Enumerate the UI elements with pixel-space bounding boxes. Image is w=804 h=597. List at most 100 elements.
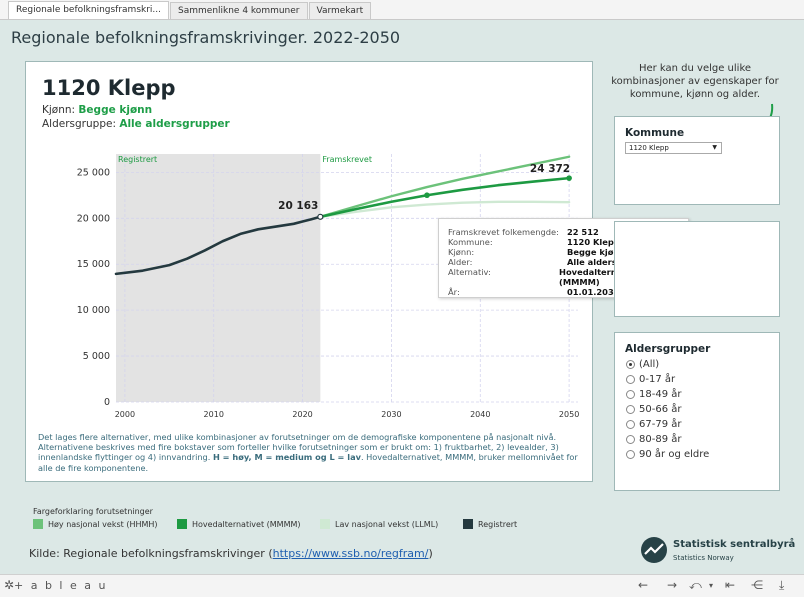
radio-icon (626, 390, 635, 399)
tab-regionale[interactable]: Regionale befolkningsframskri... (8, 1, 170, 19)
x-tick-label: 2000 (115, 410, 135, 419)
gender-value: Begge kjønn (78, 104, 153, 116)
tooltip-row: Framskrevet folkemengde: 22 512 (448, 227, 679, 237)
legend-title: Fargeforklaring forutsetninger (33, 507, 153, 516)
legend-item-registered: Registrert (463, 519, 517, 529)
pause-icon[interactable]: ⇤ (725, 578, 736, 592)
y-tick-label: 10 000 (77, 305, 110, 316)
age-option[interactable]: 50-66 år (626, 404, 681, 415)
redo-icon[interactable]: → (667, 578, 678, 592)
age-option-label: 18-49 år (639, 389, 682, 400)
alternatives-note: Det lages flere alternativer, med ulike … (38, 432, 583, 473)
gender-filter[interactable] (614, 221, 780, 317)
undo-icon[interactable]: ← (638, 578, 649, 592)
x-tick-label: 2020 (292, 410, 312, 419)
source-line: Kilde: Regionale befolkningsframskriving… (29, 547, 433, 560)
age-option[interactable]: 18-49 år (626, 389, 681, 400)
point-2022 (317, 213, 324, 220)
legend-swatch (463, 519, 473, 529)
age-option[interactable]: 80-89 år (626, 434, 681, 445)
legend-swatch (320, 519, 330, 529)
radio-icon (626, 375, 635, 384)
revert-icon[interactable]: ⤺ (689, 578, 702, 592)
tab-sammenlikne[interactable]: Sammenlikne 4 kommuner (170, 2, 308, 19)
series-low (319, 200, 571, 218)
ssb-logo[interactable]: Statistisk sentralbyrå Statistics Norway (641, 537, 795, 567)
tooltip-value: 1120 Klepp (567, 237, 620, 247)
y-tick-label: 25 000 (77, 167, 110, 178)
legend-label: Lav nasjonal vekst (LLML) (335, 519, 439, 529)
age-option-label: 67-79 år (639, 419, 682, 430)
x-tick-label: 2040 (470, 410, 490, 419)
age-option[interactable]: 90 år og eldre (626, 449, 709, 460)
registered-label: Registrert (118, 155, 157, 164)
legend-item-high: Høy nasjonal vekst (HHMH) (33, 519, 158, 529)
tableau-toolbar: ✲ + a b l e a u ← → ⤺ ▾ ⇤ ⋲ ⤓ (0, 574, 804, 597)
ssb-logo-icon (641, 537, 667, 563)
municipality-title: 1120 Klepp (42, 76, 176, 100)
age-option-label: 0-17 år (639, 374, 676, 385)
legend-label: Høy nasjonal vekst (HHMH) (48, 519, 158, 529)
age-value: Alle aldersgrupper (119, 118, 230, 130)
page-title: Regionale befolkningsframskrivinger. 202… (11, 28, 401, 47)
registered-shading (116, 154, 321, 402)
age-option[interactable]: (All) (626, 359, 659, 370)
kommune-title: Kommune (625, 127, 685, 139)
point-2050 (566, 175, 572, 181)
tooltip-label: Alder: (448, 257, 473, 267)
y-tick-label: 0 (104, 397, 110, 408)
age-option-label: 80-89 år (639, 434, 682, 445)
point-highlight (424, 192, 430, 199)
tooltip-value: Begge kjønn (567, 247, 626, 257)
kommune-select[interactable]: 1120 Klepp ▼ (625, 142, 722, 154)
tooltip-value: Hovedalternativet (MMMM) (559, 267, 645, 287)
series-high (319, 155, 571, 218)
download-icon[interactable]: ⤓ (779, 578, 785, 592)
legend-item-main: Hovedalternativet (MMMM) (177, 519, 301, 529)
age-line: Aldersgruppe: Alle aldersgrupper (42, 118, 230, 130)
legend-swatch (33, 519, 43, 529)
tooltip-label: Kjønn: (448, 247, 475, 257)
x-tick-label: 2010 (204, 410, 224, 419)
x-tick-label: 2030 (381, 410, 401, 419)
age-filter: Aldersgrupper (All) 0-17 år 18-49 år 50-… (614, 332, 780, 491)
series-registered (114, 215, 322, 276)
y-tick-label: 5 000 (83, 351, 110, 362)
ssb-sub: Statistics Norway (673, 554, 734, 562)
share-icon[interactable]: ⋲ (751, 578, 763, 592)
tooltip-row: År: 01.01.2034 (448, 287, 679, 297)
tooltip-value: 01.01.2034 (567, 287, 620, 297)
tooltip-label: Alternativ: (448, 267, 491, 277)
note-part1: Det lages flere alternativer, med ulike … (38, 432, 559, 463)
tab-bar: Regionale befolkningsframskri... Sammenl… (0, 0, 804, 20)
filter-hint: Her kan du velge ulike kombinasjoner av … (611, 63, 779, 100)
tooltip-row: Kommune: 1120 Klepp (448, 237, 679, 247)
legend-label: Registrert (478, 519, 518, 529)
tooltip-label: Kommune: (448, 237, 493, 247)
tableau-logo[interactable]: + a b l e a u (14, 579, 108, 592)
radio-selected-icon (626, 360, 635, 369)
kommune-selected: 1120 Klepp (629, 144, 669, 152)
age-option-label: 50-66 år (639, 404, 682, 415)
age-label: Aldersgruppe: (42, 118, 116, 130)
tooltip-row: Alder: Alle aldersgrupper (448, 257, 679, 267)
age-option[interactable]: 0-17 år (626, 374, 675, 385)
legend-swatch (177, 519, 187, 529)
source-prefix: Kilde: Regionale befolkningsframskriving… (29, 547, 273, 560)
projected-label: Framskrevet (322, 155, 372, 164)
gender-line: Kjønn: Begge kjønn (42, 104, 152, 116)
age-option-label: (All) (639, 359, 660, 370)
source-link[interactable]: https://www.ssb.no/regfram/ (272, 547, 429, 560)
tableau-mark-icon: ✲ (4, 578, 15, 592)
y-tick-label: 15 000 (77, 259, 110, 270)
series-main (319, 176, 571, 219)
population-chart[interactable]: 0 5 000 10 000 15 000 20 000 25 000 2000 2010 20… (26, 62, 592, 422)
radio-icon (626, 435, 635, 444)
chevron-down-icon[interactable]: ▾ (709, 581, 714, 590)
tooltip-row: Kjønn: Begge kjønn (448, 247, 679, 257)
tooltip-value: Alle aldersgrupper (567, 257, 655, 267)
age-option[interactable]: 67-79 år (626, 419, 681, 430)
radio-icon (626, 405, 635, 414)
label-2050: 24 372 (530, 163, 570, 175)
tab-varmekart[interactable]: Varmekart (308, 2, 372, 19)
